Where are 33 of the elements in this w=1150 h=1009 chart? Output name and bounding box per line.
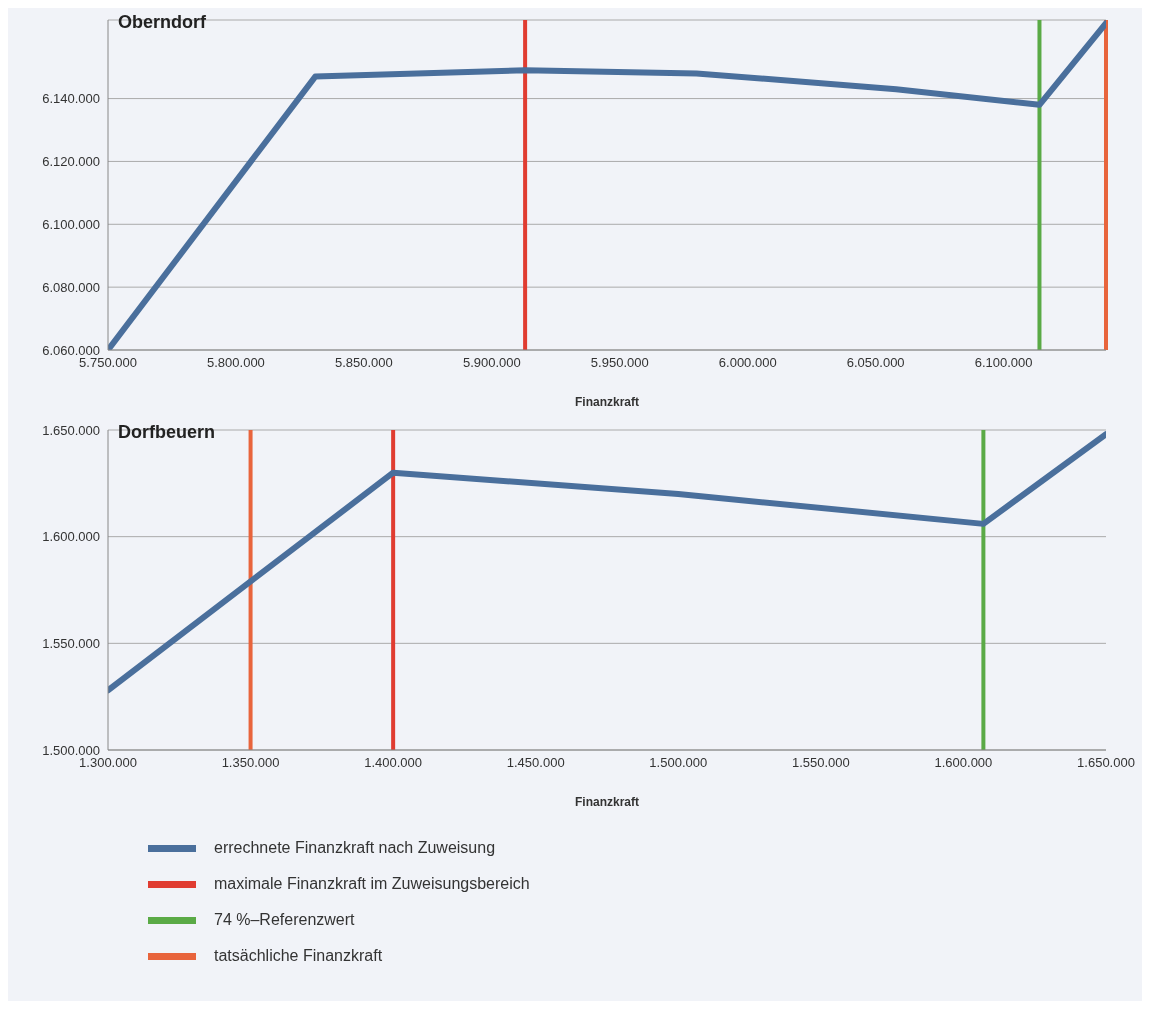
legend-label: maximale Finanzkraft im Zuweisungsbereich xyxy=(214,875,530,893)
x-tick-label: 5.750.000 xyxy=(79,355,137,371)
x-tick-label: 5.850.000 xyxy=(334,355,393,371)
legend-label: tatsächliche Finanzkraft xyxy=(214,947,383,965)
x-tick-label: 1.350.000 xyxy=(221,755,280,771)
y-tick-label: 1.600.000 xyxy=(42,529,100,545)
x-axis-title: Finanzkraft xyxy=(574,395,640,409)
legend-label: 74 %–Referenzwert xyxy=(214,911,355,929)
y-tick-label: 6.100.000 xyxy=(42,216,100,232)
legend-label: errechnete Finanzkraft nach Zuweisung xyxy=(214,839,496,857)
x-tick-label: 5.900.000 xyxy=(462,355,521,371)
x-tick-label: 1.600.000 xyxy=(934,755,993,771)
chart-title: Dorfbeuern xyxy=(118,422,216,443)
chart-title: Oberndorf xyxy=(118,12,206,33)
y-tick-label: 1.650.000 xyxy=(42,422,100,438)
x-tick-label: 6.050.000 xyxy=(846,355,905,371)
x-tick-label: 5.950.000 xyxy=(590,355,649,371)
x-axis-title: Finanzkraft xyxy=(574,795,640,809)
x-tick-label: 5.800.000 xyxy=(207,355,265,371)
x-tick-label: 1.550.000 xyxy=(791,755,850,771)
x-tick-label: 1.500.000 xyxy=(649,755,708,771)
y-tick-label: 1.550.000 xyxy=(42,635,100,651)
y-tick-label: 6.080.000 xyxy=(42,279,100,295)
x-tick-label: 1.650.000 xyxy=(1077,755,1135,771)
x-tick-label: 1.300.000 xyxy=(79,755,137,771)
y-tick-label: 6.060.000 xyxy=(42,342,100,358)
y-tick-label: 1.500.000 xyxy=(42,742,100,758)
y-tick-label: 6.140.000 xyxy=(42,91,100,107)
x-tick-label: 6.100.000 xyxy=(974,355,1033,371)
x-tick-label: 6.000.000 xyxy=(718,355,777,371)
x-tick-label: 1.450.000 xyxy=(506,755,565,771)
x-tick-label: 1.400.000 xyxy=(364,755,423,771)
y-tick-label: 6.120.000 xyxy=(42,154,100,170)
